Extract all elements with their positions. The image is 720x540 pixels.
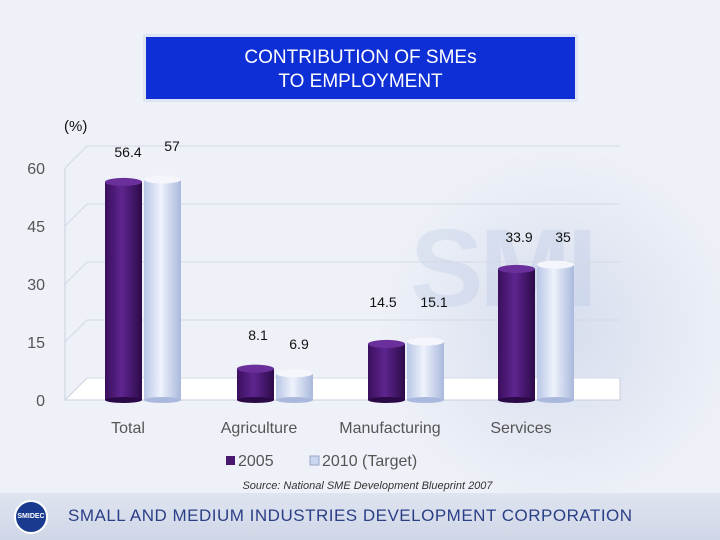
category-label: Total [111,420,145,437]
data-labels-group: 56.4 8.1 14.5 33.9 57 6.9 15.1 35 [114,138,571,352]
bar-agriculture-2010-target [276,373,313,400]
legend-swatch-0 [226,456,235,465]
data-label: 35 [555,229,571,245]
legend: 2005 2010 (Target) [226,453,417,470]
category-labels-group: Total Agriculture Manufacturing Services [111,420,552,437]
bar-top-cap [498,264,535,273]
y-tick-label: 15 [27,335,45,352]
data-label: 57 [164,138,180,154]
y-tick-label: 0 [36,393,45,410]
bar-top-cap [537,260,574,269]
legend-label-1: 2010 (Target) [322,453,417,470]
bar-bottom-cap [537,397,574,403]
bars-group [105,175,574,403]
legend-swatch-1 [309,455,320,466]
bar-manufacturing-2005 [368,343,405,400]
category-label: Agriculture [221,420,298,437]
bar-top-cap [407,337,444,346]
bar-services-2005 [498,268,535,400]
legend-label-0: 2005 [238,453,274,470]
gridline-slant [64,145,88,169]
bar-top-cap [237,364,274,373]
y-tick-label: 45 [27,219,45,236]
gridline-slant [64,203,88,227]
bar-top-cap [144,175,181,184]
source-note: Source: National SME Development Bluepri… [242,480,493,492]
data-label: 15.1 [420,294,447,310]
chart-title-box: CONTRIBUTION OF SMEs TO EMPLOYMENT [143,34,578,102]
y-tick-label: 30 [27,277,45,294]
bar-bottom-cap [237,397,274,403]
bar-chart: 0 15 30 45 60 56.4 8.1 14.5 33.9 57 6.9 15.1 35 Tot… [27,138,621,470]
chart-title-line-1: CONTRIBUTION OF SMEs [244,47,477,68]
bar-total-2005 [105,181,142,400]
bar-bottom-cap [105,397,142,403]
bar-bottom-cap [407,397,444,403]
bar-top-cap [368,339,405,348]
data-label: 6.9 [289,336,309,352]
bar-top-cap [276,369,313,378]
bar-manufacturing-2010-target [407,341,444,400]
footer-organization-name: SMALL AND MEDIUM INDUSTRIES DEVELOPMENT … [68,506,633,525]
category-label: Manufacturing [339,420,440,437]
footer-bar [0,493,720,540]
bar-bottom-cap [144,397,181,403]
bar-bottom-cap [498,397,535,403]
bar-agriculture-2005 [237,368,274,400]
data-label: 56.4 [114,144,141,160]
smidec-logo: SMIDEC [14,500,48,534]
data-label: 14.5 [369,294,396,310]
y-tick-label: 60 [27,161,45,178]
bar-top-cap [105,177,142,186]
data-label: 8.1 [248,327,268,343]
chart-title-line-2: TO EMPLOYMENT [278,71,443,92]
bar-bottom-cap [368,397,405,403]
gridline-slant [64,261,88,285]
gridline-slant [64,319,88,343]
bar-bottom-cap [276,397,313,403]
data-label: 33.9 [505,229,532,245]
y-axis-unit-label: (%) [64,118,88,135]
bar-services-2010-target [537,264,574,400]
gridline-slant [64,377,88,401]
category-label: Services [490,420,551,437]
bar-total-2010-target [144,179,181,400]
